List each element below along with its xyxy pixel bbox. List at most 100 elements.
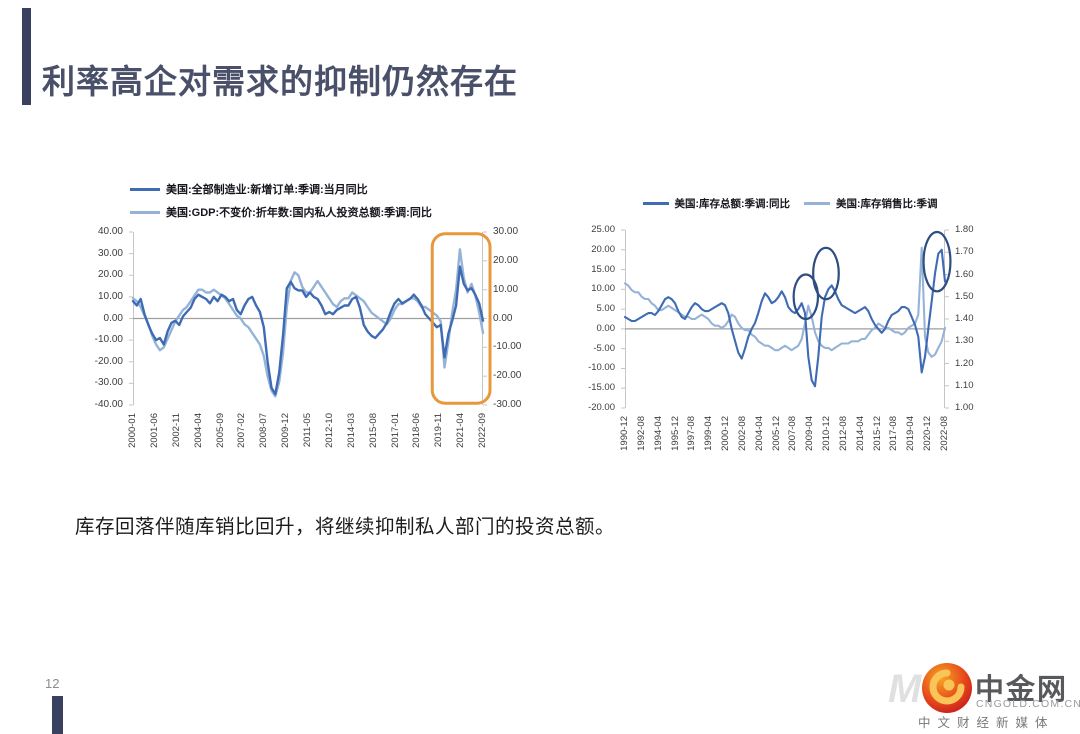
x-axis: 1990-12 1992-08 1994-04 1995-12 1997-08 1999-…	[619, 413, 950, 473]
legend-label: 美国:库存销售比:季调	[836, 198, 938, 210]
y-axis-tick-label: 30.00	[493, 226, 519, 237]
y-axis-tick-label: 10.00	[493, 283, 519, 295]
legend-label: 美国:GDP:不变价:折年数:国内私人投资总额:季调:同比	[166, 207, 432, 219]
page-title: 利率高企对需求的抑制仍然存在	[42, 63, 518, 100]
x-axis-tick-label: 2000-01	[127, 413, 138, 448]
legend-line-marker	[642, 202, 669, 205]
legend-label: 美国:库存总额:季调:同比	[674, 198, 791, 210]
y-axis-tick-label: 15.00	[591, 263, 615, 275]
x-axis-tick-label: 1999-04	[703, 416, 715, 451]
x-axis-tick-label: 2012-10	[323, 413, 335, 448]
legend-item: 美国:库存总额:季调:同比	[642, 196, 791, 211]
y-axis-tick-label: 10.00	[591, 283, 615, 295]
y-axis-tick-label: -40.00	[94, 399, 123, 410]
y-axis-tick-label: 0.00	[103, 312, 123, 324]
x-axis-tick-label: 2019-04	[905, 416, 917, 451]
left-y-axis: 25.00 20.00 15.00 10.00 5.00 0.00 -5.00 -10.00 -…	[585, 225, 619, 413]
y-axis-tick-label: 1.10	[955, 379, 974, 391]
circle-annotation	[812, 246, 840, 301]
legend-line-marker	[804, 202, 830, 205]
y-axis-tick-label: 20.00	[493, 254, 519, 266]
y-axis-tick-label: -20.00	[94, 355, 123, 367]
x-axis-tick-label: 2009-12	[280, 413, 292, 448]
y-axis-tick-label: -20.00	[588, 402, 615, 413]
y-axis-tick-label: 1.30	[955, 335, 974, 347]
chart-new-orders-vs-investment: 美国:全部制造业:新增订单:季调:当月同比美国:GDP:不变价:折年数:国内私人…	[75, 178, 545, 470]
y-axis-tick-label: 30.00	[97, 247, 123, 259]
logo: M 中金网 CNGOLD.COM.CN 中文财经新媒体	[880, 655, 1080, 730]
y-axis-tick-label: 5.00	[596, 303, 616, 315]
caption-text: 库存回落伴随库销比回升，将继续抑制私人部门的投资总额。	[75, 516, 616, 538]
x-axis-tick-label: 2007-02	[236, 413, 248, 448]
x-axis-tick-label: 2002-11	[170, 413, 182, 448]
x-axis-tick-label: 2005-12	[770, 416, 782, 451]
y-axis-tick-label: 1.50	[955, 290, 974, 302]
x-axis-tick-label: 2015-12	[871, 416, 883, 451]
chart-plot-area	[621, 229, 952, 409]
y-axis-tick-label: 1.70	[955, 246, 974, 258]
title-accent-bar	[22, 8, 31, 105]
x-axis-tick-label: 2000-12	[720, 416, 732, 451]
x-axis-tick-label: 2002-08	[736, 416, 748, 451]
y-axis-tick-label: 1.00	[955, 402, 974, 413]
x-axis-tick-label: 2014-03	[345, 413, 357, 448]
x-axis-tick-label: 2008-07	[258, 413, 270, 448]
y-axis-tick-label: 0.00	[493, 312, 513, 324]
x-axis-tick-label: 1994-04	[652, 416, 664, 451]
legend-item: 美国:全部制造业:新增订单:季调:当月同比	[130, 181, 368, 197]
y-axis-tick-label: 40.00	[97, 226, 123, 237]
x-axis-tick-label: 2017-08	[888, 416, 900, 451]
y-axis-tick-label: -20.00	[493, 370, 522, 382]
y-axis-tick-label: -15.00	[588, 382, 615, 394]
y-axis-tick-label: 20.00	[97, 269, 123, 281]
x-axis-tick-label: 2015-08	[367, 413, 379, 448]
x-axis-tick-label: 2007-08	[787, 416, 799, 451]
y-axis-tick-label: -30.00	[493, 399, 522, 410]
circle-annotation	[792, 273, 820, 321]
y-axis-tick-label: 20.00	[591, 243, 615, 255]
chart-plot-area	[129, 231, 492, 406]
highlight-rect-annotation	[430, 232, 492, 405]
x-axis-tick-label: 2005-09	[214, 413, 226, 448]
right-y-axis: 30.00 20.00 10.00 0.00 -10.00 -20.00 -30.00	[489, 227, 541, 410]
chart-legend: 美国:库存总额:季调:同比 美国:库存销售比:季调	[585, 196, 995, 211]
x-axis-tick-label: 2014-04	[854, 416, 866, 451]
y-axis-tick-label: -5.00	[593, 342, 615, 354]
x-axis-tick-label: 2020-12	[922, 416, 934, 451]
y-axis-tick-label: 1.20	[955, 357, 974, 369]
right-y-axis: 1.80 1.70 1.60 1.50 1.40 1.30 1.20 1.10 1.00	[951, 225, 991, 413]
x-axis-tick-label: 2022-08	[939, 416, 950, 451]
x-axis: 2000-01 2001-06 2002-11 2004-04 2005-09 2007-…	[127, 410, 488, 470]
y-axis-tick-label: -10.00	[94, 334, 123, 346]
x-axis-tick-label: 2022-09	[477, 413, 488, 448]
watermark-letter: M	[888, 667, 922, 711]
chart-inventory-vs-inventory-sales-ratio: 美国:库存总额:季调:同比 美国:库存销售比:季调 25.00 20.00 15.00…	[585, 192, 995, 472]
logo-tagline: 中文财经新媒体	[918, 716, 1055, 730]
legend-item: 美国:GDP:不变价:折年数:国内私人投资总额:季调:同比	[130, 204, 432, 220]
legend-line-marker	[130, 187, 160, 191]
page-number: 12	[45, 676, 60, 691]
x-axis-tick-label: 2009-04	[804, 416, 816, 451]
x-axis-tick-label: 2012-08	[837, 416, 849, 451]
y-axis-tick-label: 25.00	[591, 224, 615, 235]
x-axis-tick-label: 2021-04	[455, 413, 467, 448]
y-axis-tick-label: 1.60	[955, 268, 974, 280]
legend-item: 美国:库存销售比:季调	[804, 196, 938, 211]
x-axis-tick-label: 1995-12	[669, 416, 681, 451]
x-axis-tick-label: 2004-04	[192, 413, 204, 448]
x-axis-tick-label: 2010-12	[821, 416, 833, 451]
y-axis-tick-label: -10.00	[493, 341, 522, 353]
footer-accent-bar	[52, 696, 63, 734]
x-axis-tick-label: 1990-12	[619, 416, 630, 451]
legend-line-marker	[130, 210, 160, 214]
x-axis-tick-label: 2001-06	[148, 413, 160, 448]
y-axis-tick-label: -10.00	[588, 362, 615, 374]
legend-label: 美国:全部制造业:新增订单:季调:当月同比	[166, 184, 368, 196]
circle-annotation	[922, 230, 952, 293]
x-axis-tick-label: 2017-01	[389, 413, 401, 448]
logo-title: 中金网	[975, 674, 1069, 706]
x-axis-tick-label: 1992-08	[635, 416, 647, 451]
y-axis-tick-label: 1.40	[955, 313, 974, 324]
x-axis-tick-label: 1997-08	[686, 416, 698, 451]
